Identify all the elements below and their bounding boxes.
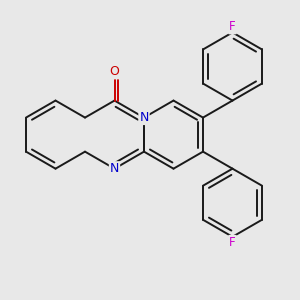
Text: F: F bbox=[229, 20, 236, 33]
Text: N: N bbox=[139, 111, 149, 124]
Text: N: N bbox=[110, 162, 119, 175]
Text: O: O bbox=[110, 65, 119, 78]
Text: F: F bbox=[229, 236, 236, 249]
